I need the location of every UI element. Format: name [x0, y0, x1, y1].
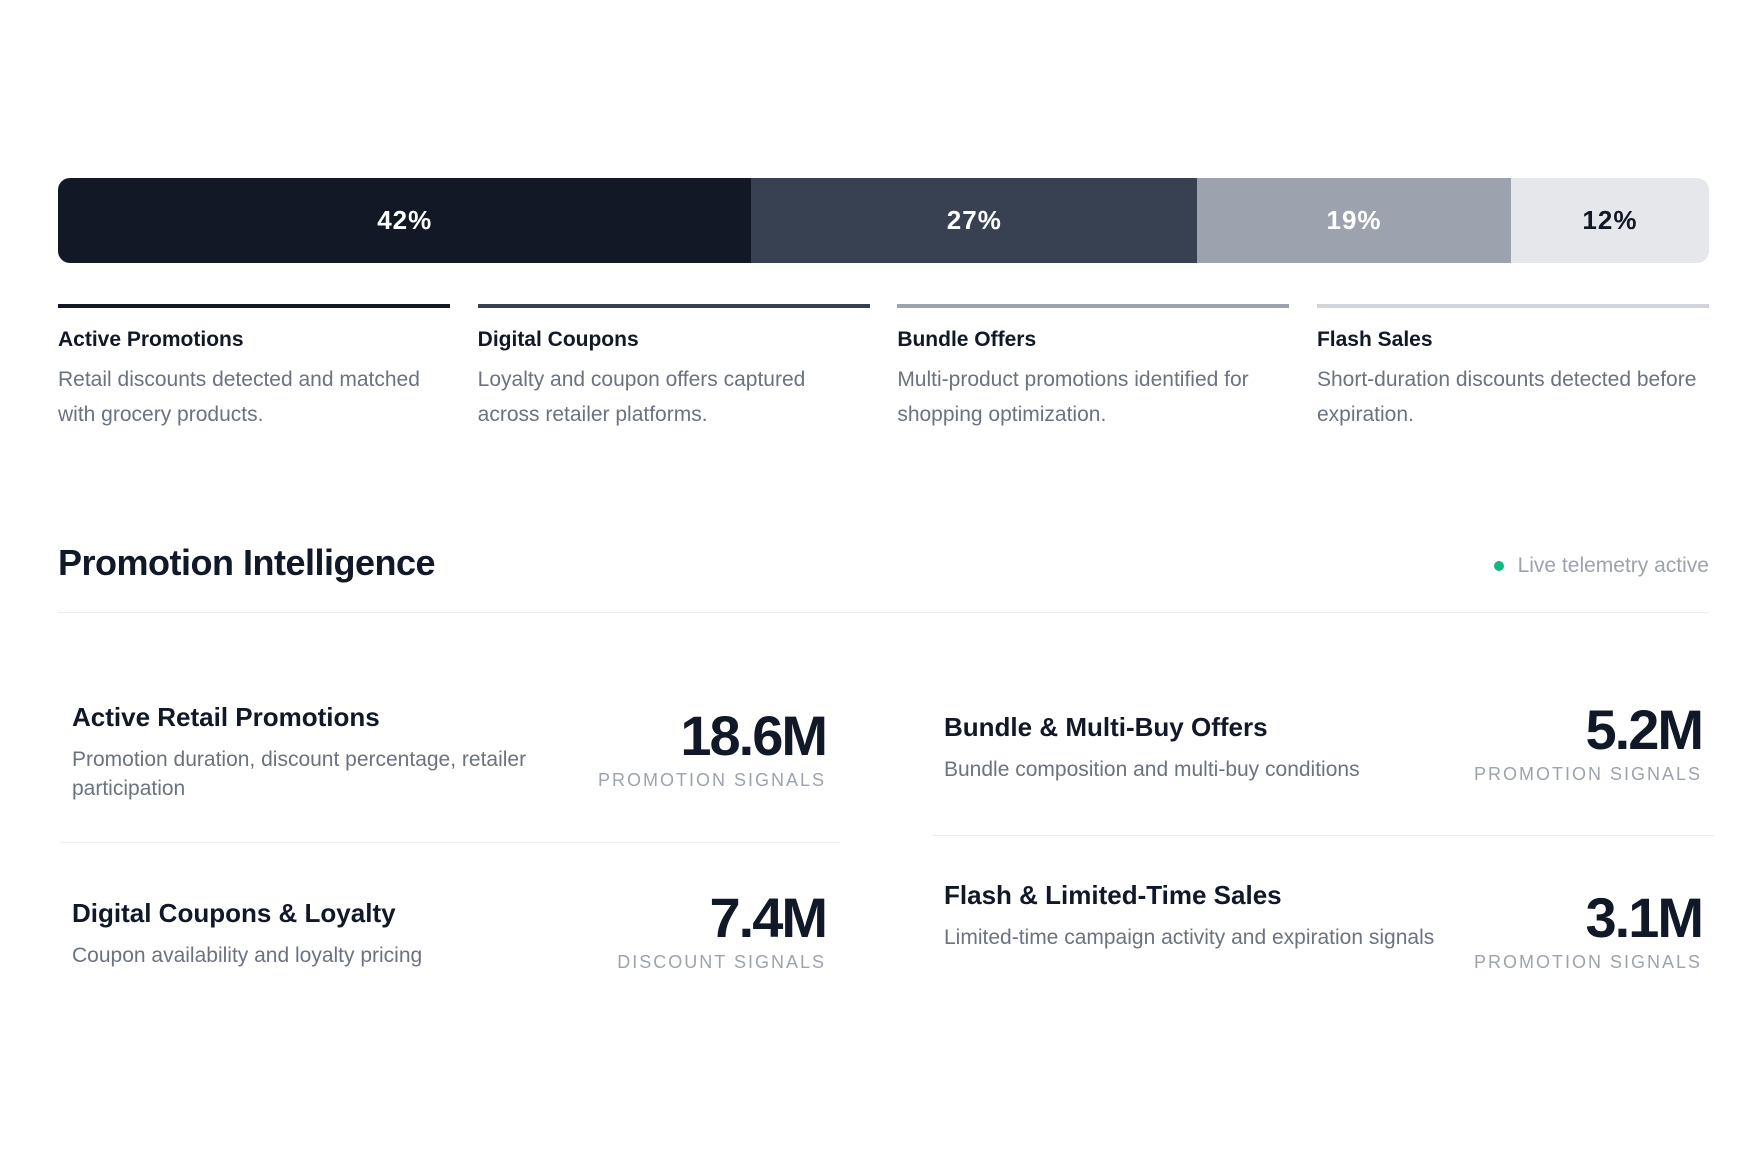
- legend-title: Flash Sales: [1316, 328, 1433, 351]
- legend-item-flash-sales: Flash Sales Short-duration discounts det…: [1316, 304, 1709, 432]
- segment-percent-label: 12%: [1582, 205, 1638, 235]
- live-status-text: Live telemetry active: [1517, 554, 1709, 577]
- metric-card-digital-coupons-loyalty: Digital Coupons & Loyalty Coupon availab…: [72, 888, 828, 973]
- legend-description: Short-duration discounts detected before…: [1316, 368, 1697, 426]
- distribution-segment-bundle-offers: 19%: [1197, 178, 1511, 263]
- metric-title: Active Retail Promotions: [72, 702, 380, 732]
- metric-description: Limited-time campaign activity and expir…: [944, 926, 1435, 949]
- metric-divider: [932, 835, 1714, 836]
- legend-item-digital-coupons: Digital Coupons Loyalty and coupon offer…: [477, 304, 870, 432]
- legend-title: Bundle Offers: [897, 328, 1037, 351]
- status-dot-icon: [1493, 561, 1504, 571]
- legend-item-active-promotions: Active Promotions Retail discounts detec…: [58, 304, 450, 432]
- metric-value: 7.4M: [709, 886, 828, 949]
- section-divider: [58, 612, 1709, 613]
- legend-color-rule: [58, 304, 450, 308]
- segment-percent-label: 27%: [946, 205, 1002, 235]
- legend-color-rule: [477, 304, 870, 308]
- legend-description: Retail discounts detected and matched wi…: [58, 368, 420, 426]
- metric-card-flash-limited-time-sales: Flash & Limited-Time Sales Limited-time …: [944, 880, 1705, 973]
- legend-title: Active Promotions: [58, 328, 244, 351]
- metric-description: Coupon availability and loyalty pricing: [72, 944, 423, 967]
- legend-color-rule: [897, 304, 1290, 308]
- metric-caption: PROMOTION SIGNALS: [597, 770, 826, 790]
- metric-title: Flash & Limited-Time Sales: [944, 880, 1282, 910]
- section-title: Promotion Intelligence: [58, 542, 436, 583]
- metric-title: Digital Coupons & Loyalty: [72, 898, 396, 928]
- metric-caption: PROMOTION SIGNALS: [1473, 952, 1702, 972]
- segment-percent-label: 19%: [1326, 205, 1382, 235]
- legend-description: Multi-product promotions identified for …: [897, 368, 1249, 426]
- promotion-distribution-bar: 42% 27% 19% 12%: [58, 178, 1709, 263]
- metric-caption: PROMOTION SIGNALS: [1473, 764, 1702, 784]
- segment-percent-label: 42%: [377, 205, 433, 235]
- metric-title: Bundle & Multi-Buy Offers: [944, 712, 1268, 742]
- metric-description: Promotion duration, discount percentage,…: [72, 748, 527, 800]
- metric-card-bundle-multi-buy-offers: Bundle & Multi-Buy Offers Bundle composi…: [944, 700, 1704, 785]
- metric-value: 5.2M: [1585, 698, 1705, 761]
- distribution-legend: Active Promotions Retail discounts detec…: [58, 304, 1709, 432]
- metric-value: 3.1M: [1585, 886, 1705, 949]
- metric-card-active-retail-promotions: Active Retail Promotions Promotion durat…: [72, 702, 828, 803]
- legend-item-bundle-offers: Bundle Offers Multi-product promotions i…: [897, 304, 1290, 432]
- metric-divider: [60, 842, 840, 843]
- distribution-segment-digital-coupons: 27%: [751, 178, 1198, 263]
- distribution-segment-active-promotions: 42%: [58, 178, 752, 263]
- metric-caption: DISCOUNT SIGNALS: [617, 952, 826, 972]
- metric-description: Bundle composition and multi-buy conditi…: [944, 758, 1360, 781]
- distribution-segment-flash-sales: 12%: [1510, 178, 1709, 263]
- legend-description: Loyalty and coupon offers captured acros…: [477, 368, 806, 426]
- live-status-indicator: Live telemetry active: [1493, 554, 1709, 578]
- legend-color-rule: [1316, 304, 1709, 308]
- legend-title: Digital Coupons: [477, 328, 639, 351]
- metric-value: 18.6M: [680, 704, 828, 767]
